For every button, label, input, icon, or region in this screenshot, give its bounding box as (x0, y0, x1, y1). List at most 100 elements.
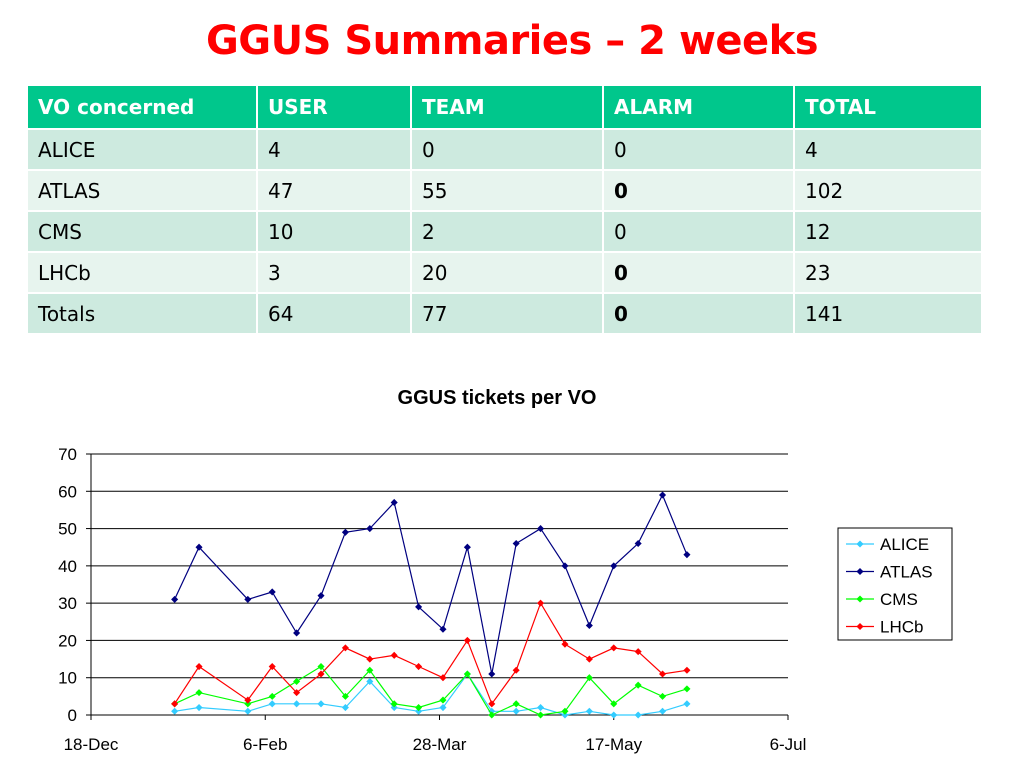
legend-label: CMS (880, 590, 918, 609)
data-point-atlas (537, 525, 545, 533)
data-point-atlas (488, 670, 496, 678)
header-vo: VO concerned (26, 84, 258, 130)
data-point-cms (439, 696, 447, 704)
data-point-cms (659, 692, 667, 700)
table-row: CMS 10 2 0 12 (26, 210, 983, 253)
legend-marker (856, 567, 864, 576)
data-point-alice (293, 700, 301, 708)
data-point-alice (341, 704, 349, 712)
legend (837, 527, 953, 641)
data-point-atlas (561, 562, 569, 570)
y-tick-label: 50 (58, 520, 77, 539)
data-point-lhcb (659, 670, 667, 678)
series-line-cms (174, 665, 688, 716)
cell-user: 3 (256, 251, 412, 294)
table-row: ATLAS 47 55 0 102 (26, 169, 983, 212)
data-point-cms (537, 711, 545, 719)
data-point-alice (195, 704, 203, 712)
header-user: USER (256, 84, 412, 130)
cell-team: 77 (410, 292, 604, 335)
legend-label: ATLAS (880, 563, 933, 582)
x-tick-label: 28-Mar (413, 735, 467, 754)
data-point-cms (317, 662, 325, 671)
data-point-atlas (268, 588, 276, 596)
data-point-lhcb (244, 696, 252, 704)
y-tick-label: 30 (58, 594, 77, 613)
cell-vo: ALICE (26, 128, 258, 171)
legend-label: ALICE (880, 535, 929, 554)
data-point-lhcb (610, 644, 618, 652)
y-tick-label: 60 (58, 482, 77, 501)
data-point-atlas (610, 562, 618, 570)
header-alarm: ALARM (602, 84, 795, 130)
data-point-atlas (683, 551, 691, 559)
cell-user: 4 (256, 128, 412, 171)
data-point-lhcb (317, 670, 325, 678)
data-point-alice (317, 700, 325, 708)
data-point-atlas (415, 603, 423, 611)
data-point-lhcb (390, 651, 398, 659)
y-tick-label: 0 (68, 706, 77, 725)
page-title: GGUS Summaries – 2 weeks (205, 18, 819, 64)
data-point-alice (659, 707, 667, 715)
data-point-cms (366, 666, 374, 674)
cell-alarm: 0 (602, 210, 795, 253)
y-tick-label: 10 (58, 669, 77, 688)
table-row: ALICE 4 0 0 4 (26, 128, 983, 171)
table-row: Totals 64 77 0 141 (26, 292, 983, 335)
data-point-cms (341, 692, 349, 700)
data-point-lhcb (488, 700, 496, 708)
cell-vo: CMS (26, 210, 258, 253)
data-point-atlas (585, 621, 593, 630)
data-point-cms (512, 700, 520, 708)
data-point-alice (244, 707, 252, 715)
data-point-atlas (439, 625, 447, 633)
cell-total: 23 (793, 251, 983, 294)
cell-vo: Totals (26, 292, 258, 335)
data-point-lhcb (585, 655, 593, 663)
data-point-cms (610, 700, 618, 708)
data-point-atlas (195, 543, 203, 551)
data-point-lhcb (366, 655, 374, 663)
data-point-alice (561, 711, 569, 719)
cell-total: 4 (793, 128, 983, 171)
data-point-atlas (390, 498, 398, 507)
chart-title: GGUS tickets per VO (397, 387, 597, 409)
data-point-lhcb (195, 662, 203, 671)
y-tick-label: 20 (58, 631, 77, 650)
cell-user: 47 (256, 169, 412, 212)
data-point-lhcb (268, 662, 276, 671)
data-point-cms (293, 677, 301, 685)
legend-marker (856, 540, 864, 548)
data-point-lhcb (293, 689, 301, 697)
data-point-atlas (244, 595, 252, 603)
y-tick-label: 70 (58, 445, 77, 464)
data-point-atlas (463, 543, 471, 551)
cell-vo: LHCb (26, 251, 258, 294)
data-point-lhcb (341, 644, 349, 652)
x-tick-label: 17-May (585, 735, 642, 754)
cell-vo: ATLAS (26, 169, 258, 212)
cell-alarm: 0 (602, 169, 795, 212)
data-point-atlas (341, 528, 349, 536)
data-point-atlas (293, 629, 301, 637)
legend-label: LHCb (880, 618, 923, 637)
series-line-atlas (174, 493, 688, 675)
data-point-alice (171, 707, 179, 715)
legend-marker (856, 595, 864, 603)
data-point-lhcb (683, 666, 691, 674)
data-point-alice (415, 707, 423, 715)
data-point-cms (585, 674, 593, 682)
data-point-lhcb (463, 636, 471, 644)
x-tick-label: 6-Feb (243, 735, 287, 754)
data-point-lhcb (439, 674, 447, 682)
data-point-atlas (659, 491, 667, 499)
x-tick-label: 6-Jul (770, 735, 807, 754)
data-point-alice (537, 704, 545, 712)
cell-alarm: 0 (602, 128, 795, 171)
data-point-atlas (634, 539, 642, 548)
data-point-lhcb (415, 662, 423, 671)
data-point-alice (512, 707, 520, 715)
cell-team: 0 (410, 128, 604, 171)
